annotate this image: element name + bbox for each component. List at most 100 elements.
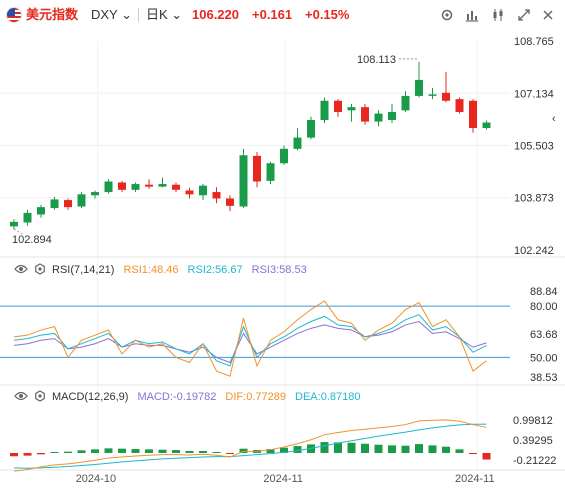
macd-histogram-bar (293, 446, 302, 453)
price-change: +0.161 (252, 7, 293, 22)
candle-body (374, 113, 383, 122)
eye-icon[interactable] (14, 263, 28, 279)
last-price: 106.220 (192, 7, 239, 22)
macd-histogram-bar (91, 449, 99, 453)
eye-icon[interactable] (14, 390, 28, 406)
candle-body (118, 182, 126, 190)
macd-histogram-bar (226, 452, 234, 454)
candle-body (131, 184, 140, 190)
candle-body (266, 163, 275, 181)
low-price-label: 102.894 (12, 234, 52, 246)
candlestick-series (10, 61, 491, 230)
rsi2-value: RSI2:56.67 (187, 264, 243, 276)
macd-histogram-bar (280, 447, 288, 453)
macd-histogram-bar (374, 444, 383, 453)
macd-histogram-bar (320, 442, 329, 453)
candle-body (185, 190, 194, 195)
rsi-axis-tick: 80.00 (530, 301, 558, 313)
timeframe-chevron-down-icon: ⌄ (171, 7, 183, 22)
macd-histogram-bar (334, 442, 342, 453)
macd-histogram-bar (104, 448, 113, 453)
bar-chart-icon[interactable] (462, 5, 482, 25)
time-axis-tick: 2024-11 (455, 473, 495, 485)
candle-body (91, 192, 99, 196)
candle-body (455, 99, 464, 112)
price-change-percent: +0.15% (305, 7, 350, 22)
candle-body (415, 79, 423, 96)
timeframe-selector[interactable]: 日K ⌄ (146, 7, 182, 23)
candle-body (145, 184, 153, 187)
macd-histogram-bar (10, 452, 18, 457)
candle-body (23, 212, 32, 223)
candle-body (442, 92, 450, 101)
macd-histogram-bar (23, 452, 32, 456)
price-axis-tick: 103.873 (514, 193, 554, 205)
candle-body (361, 107, 369, 122)
candle-body (239, 155, 248, 207)
candle-body (64, 200, 72, 208)
chart-canvas[interactable]: 108.765 107.134 105.503 103.873 102.242 108.1… (0, 30, 565, 490)
rsi-axis-tick: 38.53 (530, 372, 558, 384)
candle-body (199, 185, 207, 196)
price-axis-tick: 105.503 (514, 141, 554, 153)
candle-body (293, 137, 302, 149)
macd-histogram-bar (415, 444, 423, 453)
macd-axis-tick: 0.39295 (513, 435, 553, 447)
symbol-chevron-down-icon: ⌄ (121, 7, 133, 22)
candle-body (334, 100, 342, 112)
rsi1-value: RSI1:48.46 (123, 264, 179, 276)
macd-histogram-bar (64, 451, 72, 453)
candlestick-icon[interactable] (488, 5, 508, 25)
rsi-series (0, 300, 510, 377)
symbol-label: DXY (91, 7, 118, 22)
header-divider (138, 8, 139, 22)
macd-histogram-bar (347, 442, 356, 453)
candle-body (482, 122, 491, 128)
chart-header: 美元指数 DXY ⌄ 日K ⌄ 106.220 +0.161 +0.15% (0, 0, 565, 30)
gear-icon[interactable] (34, 390, 46, 406)
macd-histogram-bar (131, 449, 140, 453)
candle-body (347, 107, 356, 111)
dea-value: DEA:0.87180 (295, 391, 361, 403)
candle-body (469, 100, 477, 128)
candle-body (212, 192, 221, 199)
rsi-axis-tick: 88.84 (530, 286, 558, 298)
rsi-axis-tick: 50.00 (530, 352, 558, 364)
fullscreen-icon[interactable] (514, 5, 534, 25)
timeframe-label: 日K (146, 7, 168, 22)
close-icon[interactable] (538, 5, 558, 25)
macd-histogram-bar (455, 449, 464, 453)
macd-histogram-bar (482, 452, 491, 460)
grid-lines (0, 41, 565, 471)
price-axis-tick: 108.765 (514, 36, 554, 48)
rsi-label: RSI(7,14,21) (52, 264, 115, 276)
axis-labels: 108.765 107.134 105.503 103.873 102.242 108.1… (12, 36, 558, 485)
rsi-legend: RSI(7,14,21) RSI1:48.46 RSI2:56.67 RSI3:… (52, 263, 307, 277)
rsi-axis-tick: 63.68 (530, 329, 558, 341)
gear-icon[interactable] (437, 5, 457, 25)
rsi3-value: RSI3:58.53 (251, 264, 307, 276)
macd-axis-tick: -0.21222 (513, 455, 556, 467)
macd-histogram-bar (401, 445, 410, 453)
candle-body (172, 184, 180, 190)
dea-line (13, 423, 487, 469)
macd-histogram-bar (185, 451, 194, 453)
candle-body (226, 198, 234, 206)
macd-label: MACD(12,26,9) (52, 391, 129, 403)
symbol-selector[interactable]: DXY ⌄ (91, 7, 132, 23)
macd-histogram-bar (118, 448, 126, 453)
candle-body (10, 221, 18, 227)
macd-histogram-bar (388, 445, 396, 453)
macd-histogram-bar (199, 451, 207, 453)
us-flag-icon (6, 7, 22, 23)
candle-body (158, 184, 167, 187)
candle-body (37, 207, 45, 215)
macd-histogram-bar (469, 452, 477, 454)
macd-histogram-bar (428, 445, 437, 453)
macd-value: MACD:-0.19782 (137, 391, 217, 403)
candle-body (401, 95, 410, 111)
gear-icon[interactable] (34, 263, 46, 279)
scroll-chevron-left-icon: ‹ (552, 113, 556, 125)
macd-legend: MACD(12,26,9) MACD:-0.19782 DIF:0.77289 … (52, 390, 360, 404)
rsi1-line (13, 300, 487, 377)
